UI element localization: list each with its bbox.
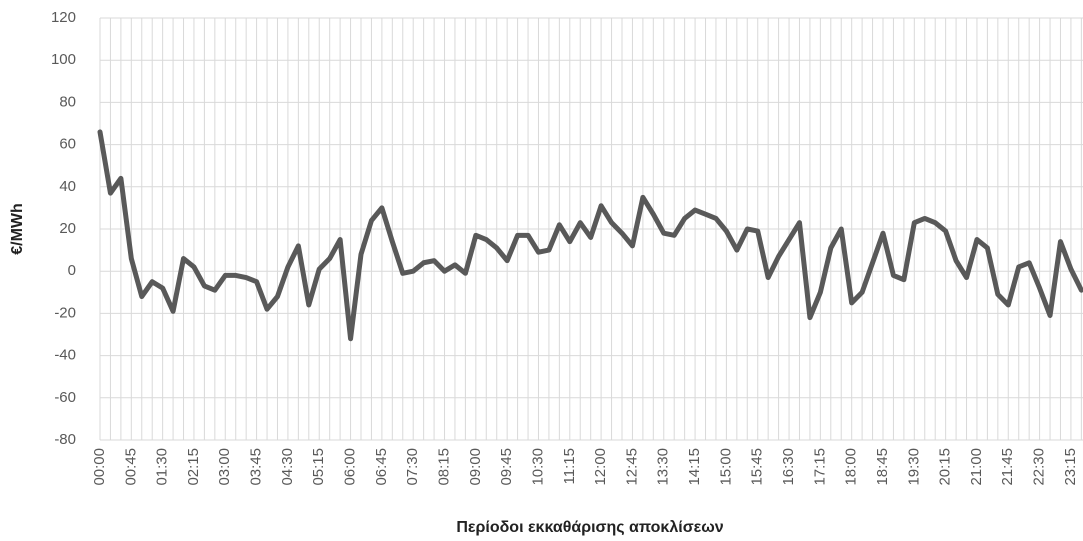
x-tick-label: 02:15 [185,448,202,486]
y-tick-label: 0 [68,262,76,279]
y-tick-label: 80 [59,93,76,110]
x-tick-label: 15:00 [717,448,734,486]
x-tick-label: 18:00 [843,448,860,486]
x-tick-label: 03:45 [248,448,265,486]
line-series [97,129,1083,342]
x-tick-label: 04:30 [279,448,296,486]
y-tick-label: -40 [54,347,76,364]
y-tick-label: 120 [51,9,76,26]
x-tick-label: 12:45 [623,448,640,486]
x-tick-label: 09:00 [467,448,484,486]
x-tick-label: 18:45 [874,448,891,486]
x-tick-label: 17:15 [811,448,828,486]
y-tick-label: 40 [59,178,76,195]
y-axis-title: €/MWh [9,203,26,255]
y-tick-label: -60 [54,389,76,406]
x-tick-label: 21:00 [968,448,985,486]
x-tick-label: 16:30 [780,448,797,486]
x-tick-label: 08:15 [435,448,452,486]
x-tick-label: 13:30 [655,448,672,486]
x-tick-label: 06:00 [342,448,359,486]
x-tick-label: 23:15 [1062,448,1079,486]
x-tick-label: 05:15 [310,448,327,486]
x-tick-label: 07:30 [404,448,421,486]
x-tick-label: 14:15 [686,448,703,486]
x-tick-label: 01:30 [154,448,171,486]
x-tick-label: 00:00 [91,448,108,486]
y-tick-label: -80 [54,431,76,448]
x-tick-label: 12:00 [592,448,609,486]
x-tick-label: 00:45 [122,448,139,486]
y-tick-label: 100 [51,51,76,68]
y-tick-label: 20 [59,220,76,237]
x-tick-label: 15:45 [749,448,766,486]
x-tick-label: 09:45 [498,448,515,486]
x-axis-title: Περίοδοι εκκαθάρισης αποκλίσεων [456,519,723,536]
plot-area [97,17,1083,441]
x-tick-label: 03:00 [216,448,233,486]
x-tick-label: 10:30 [529,448,546,486]
y-tick-label: 60 [59,136,76,153]
x-tick-label: 20:15 [937,448,954,486]
x-tick-label: 19:30 [905,448,922,486]
x-tick-label: 22:30 [1031,448,1048,486]
x-tick-label: 06:45 [373,448,390,486]
y-tick-label: -20 [54,304,76,321]
x-tick-label: 11:15 [561,448,578,484]
x-tick-label: 21:45 [999,448,1016,486]
